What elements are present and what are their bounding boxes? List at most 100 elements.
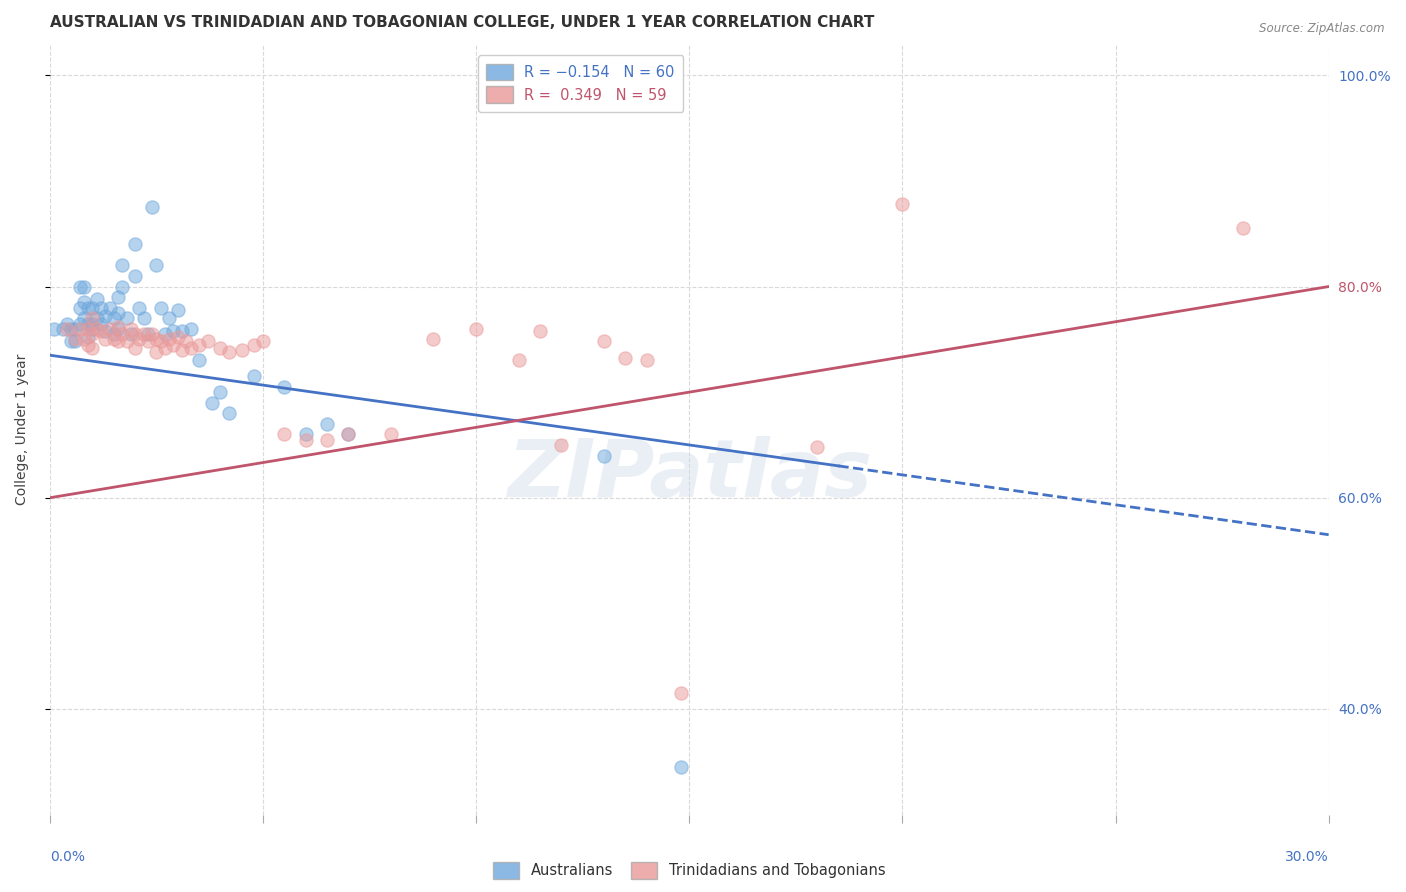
Point	[593, 334, 616, 349]
Point	[124, 237, 146, 252]
Point	[124, 268, 146, 283]
Point	[128, 332, 150, 346]
Point	[166, 330, 188, 344]
Point	[170, 324, 193, 338]
Point	[136, 327, 159, 342]
Point	[1232, 221, 1254, 235]
Point	[69, 279, 91, 293]
Point	[65, 322, 87, 336]
Point	[157, 311, 180, 326]
Point	[94, 324, 117, 338]
Point	[86, 292, 108, 306]
Point	[891, 197, 914, 211]
Point	[201, 395, 224, 409]
Point	[124, 341, 146, 355]
Point	[82, 311, 104, 326]
Point	[60, 322, 83, 336]
Point	[141, 327, 163, 342]
Point	[243, 369, 266, 384]
Point	[197, 334, 219, 349]
Point	[422, 332, 444, 346]
Point	[111, 259, 134, 273]
Text: ZIPatlas: ZIPatlas	[506, 436, 872, 515]
Point	[65, 334, 87, 349]
Point	[107, 334, 129, 349]
Point	[90, 317, 112, 331]
Point	[145, 345, 167, 359]
Point	[179, 322, 201, 336]
Point	[120, 327, 142, 342]
Point	[73, 311, 96, 326]
Point	[141, 200, 163, 214]
Point	[77, 317, 100, 331]
Point	[115, 311, 138, 326]
Point	[188, 337, 211, 351]
Point	[806, 440, 828, 454]
Point	[170, 343, 193, 357]
Point	[73, 332, 96, 346]
Point	[82, 322, 104, 336]
Point	[209, 341, 232, 355]
Point	[52, 322, 75, 336]
Point	[107, 306, 129, 320]
Point	[174, 334, 197, 349]
Point	[42, 322, 65, 336]
Point	[82, 327, 104, 342]
Point	[73, 279, 96, 293]
Point	[107, 322, 129, 336]
Point	[209, 385, 232, 400]
Point	[669, 760, 692, 774]
Point	[153, 327, 176, 342]
Point	[508, 353, 530, 368]
Point	[69, 322, 91, 336]
Point	[380, 427, 402, 442]
Legend: Australians, Trinidadians and Tobagonians: Australians, Trinidadians and Tobagonian…	[488, 855, 891, 884]
Point	[218, 345, 240, 359]
Point	[98, 301, 121, 315]
Point	[273, 427, 295, 442]
Point	[218, 406, 240, 420]
Point	[179, 341, 201, 355]
Point	[90, 301, 112, 315]
Point	[111, 327, 134, 342]
Point	[252, 334, 274, 349]
Point	[294, 427, 316, 442]
Point	[529, 324, 551, 338]
Text: 30.0%: 30.0%	[1285, 850, 1329, 864]
Point	[149, 301, 172, 315]
Point	[550, 438, 572, 452]
Point	[669, 686, 692, 700]
Point	[82, 301, 104, 315]
Point	[69, 317, 91, 331]
Point	[188, 353, 211, 368]
Point	[273, 380, 295, 394]
Point	[107, 319, 129, 334]
Point	[111, 279, 134, 293]
Point	[153, 341, 176, 355]
Point	[94, 332, 117, 346]
Point	[149, 334, 172, 349]
Point	[243, 337, 266, 351]
Point	[124, 327, 146, 342]
Point	[128, 301, 150, 315]
Point	[162, 324, 184, 338]
Point	[86, 322, 108, 336]
Point	[115, 334, 138, 349]
Point	[162, 337, 184, 351]
Point	[77, 337, 100, 351]
Point	[614, 351, 637, 366]
Point	[82, 341, 104, 355]
Point	[636, 353, 658, 368]
Point	[337, 427, 360, 442]
Point	[65, 332, 87, 346]
Point	[166, 302, 188, 317]
Point	[103, 332, 125, 346]
Point	[77, 330, 100, 344]
Point	[465, 322, 488, 336]
Point	[157, 332, 180, 346]
Point	[103, 311, 125, 326]
Point	[56, 317, 79, 331]
Point	[107, 290, 129, 304]
Text: Source: ZipAtlas.com: Source: ZipAtlas.com	[1260, 22, 1385, 36]
Point	[136, 334, 159, 349]
